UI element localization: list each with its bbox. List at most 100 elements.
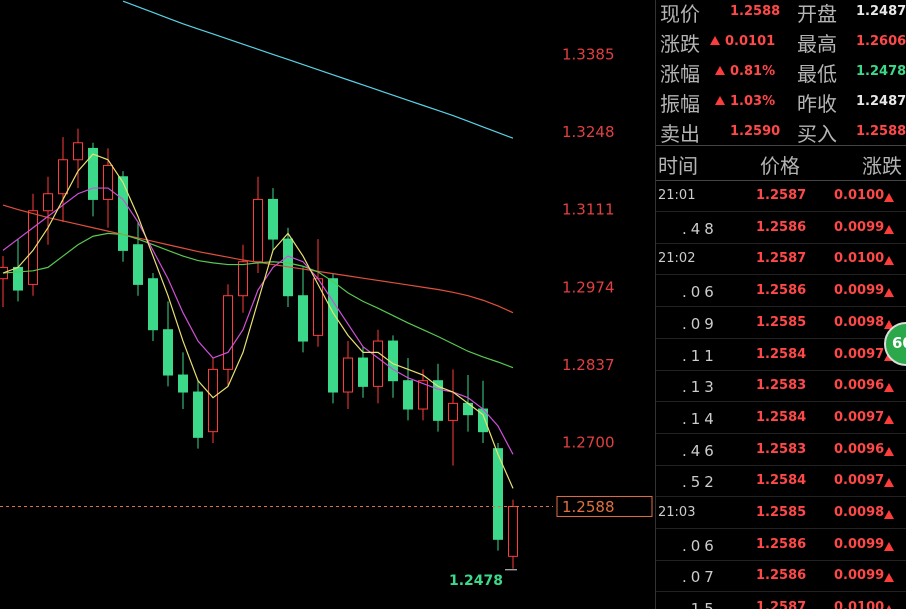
candle-body (133, 244, 143, 285)
quote-value: 1.2590 (730, 124, 781, 139)
column-header: 时间 (658, 154, 698, 178)
up-arrow (884, 256, 894, 266)
tick-cell: 21:02 (658, 251, 696, 267)
row-divider (656, 528, 906, 529)
candle-body (313, 278, 323, 336)
tick-cell: 1.2584 (756, 409, 807, 425)
tick-cell: .06 (682, 283, 718, 302)
quote-value-text: 1.03% (730, 94, 776, 109)
ma-line (2, 153, 514, 489)
quote-value: 0.81% (715, 64, 775, 79)
tick-cell: 0.0096 (834, 378, 885, 394)
candle-body (253, 198, 263, 263)
tick-cell: 0.0099 (834, 219, 885, 235)
candle-body (193, 391, 203, 438)
candle-body (103, 164, 113, 200)
row-divider (656, 464, 906, 466)
tick-cell: 0.0096 (834, 441, 885, 457)
chart: 1.3385 1.3248 1.3111 1.2974 1.2837 1.2700 1.25… (0, 0, 653, 589)
quote-label: 开盘 (797, 2, 837, 26)
row-divider (656, 274, 906, 276)
candle-body (43, 193, 53, 212)
row-divider (656, 401, 906, 403)
quote-value: 1.2487 (856, 94, 906, 109)
up-arrow (884, 414, 894, 424)
up-arrow (884, 573, 894, 583)
y-tick-label: 1.2700 (562, 434, 615, 452)
low-label: 1.2478 (449, 573, 503, 589)
tick-cell: 1.2586 (756, 536, 807, 552)
row-divider (656, 242, 906, 244)
candle-body (238, 261, 248, 297)
candle-body (418, 380, 428, 410)
candle-body (118, 176, 128, 251)
quote-label: 现价 (660, 2, 700, 26)
tick-cell: .48 (682, 219, 718, 238)
row-divider (656, 432, 906, 434)
tick-cell: 0.0099 (834, 568, 885, 584)
quote-panel: 现价 1.2588 开盘 1.2487 涨跌 0.0101 最高 1.2606 … (655, 0, 906, 609)
tick-cell: 1.2586 (756, 219, 807, 235)
quote-value-text: 0.81% (730, 64, 776, 79)
candle-body (298, 295, 308, 342)
quote-value: 1.2588 (856, 124, 906, 139)
candle-body (223, 295, 233, 370)
y-tick-label: 1.3248 (562, 123, 615, 141)
row-divider (656, 496, 906, 498)
tick-cell: 1.2587 (756, 188, 807, 203)
badge[interactable]: 60 (884, 322, 906, 366)
ma-line (2, 187, 514, 455)
up-arrow (884, 319, 894, 329)
tick-cell: .11 (682, 346, 718, 365)
last-price-label: 1.2588 (562, 498, 615, 516)
candle-body (358, 357, 368, 387)
up-arrow (884, 288, 894, 298)
badge-text: 60 (892, 334, 906, 352)
ma-line (122, 0, 514, 139)
row-divider (656, 337, 906, 339)
tick-cell: 0.0098 (834, 505, 885, 520)
tick-cell: 1.2583 (756, 378, 807, 394)
tick-cell: .09 (682, 314, 718, 333)
quote-label: 最低 (797, 62, 837, 86)
up-arrow (884, 605, 894, 609)
up-arrow (884, 193, 894, 202)
candle-body (88, 147, 98, 200)
quote-value: 1.2487 (856, 4, 906, 19)
tick-cell: .14 (682, 409, 718, 428)
candle-body (343, 357, 353, 393)
tick-cell: 0.0100 (834, 251, 885, 267)
candle-body (13, 266, 23, 291)
quote-value: 1.2606 (856, 34, 906, 49)
up-arrow (884, 541, 894, 551)
quote-value: 1.2588 (730, 4, 781, 19)
row-divider (656, 591, 906, 593)
tick-cell: 1.2584 (756, 346, 807, 362)
tick-cell: .52 (682, 473, 718, 492)
quote-value: 1.2478 (856, 64, 906, 79)
tick-cell: 1.2586 (756, 283, 807, 299)
candle-body (28, 210, 38, 285)
tick-cell: .13 (682, 378, 718, 397)
candle-body (448, 402, 458, 421)
candle-body (433, 380, 443, 421)
quote-label: 昨收 (797, 92, 837, 116)
tick-cell: 0.0098 (834, 314, 885, 330)
divider (656, 180, 906, 181)
quote-label: 涨跌 (660, 32, 700, 56)
y-tick-label: 1.2974 (562, 278, 615, 296)
candle-body (508, 505, 518, 557)
quote-value: 0.0101 (710, 34, 775, 49)
y-tick-label: 1.3385 (562, 45, 615, 63)
tick-cell: 1.2587 (756, 251, 807, 267)
candle-body (208, 368, 218, 433)
tick-cell: 21:01 (658, 188, 696, 203)
quote-value-text: 0.0101 (725, 34, 776, 49)
tick-cell: 0.0100 (834, 600, 885, 609)
up-arrow (884, 446, 894, 456)
y-tick-label: 1.3111 (562, 201, 615, 219)
candle-body (328, 278, 338, 393)
row-divider (656, 211, 906, 212)
ma-line (2, 232, 514, 369)
